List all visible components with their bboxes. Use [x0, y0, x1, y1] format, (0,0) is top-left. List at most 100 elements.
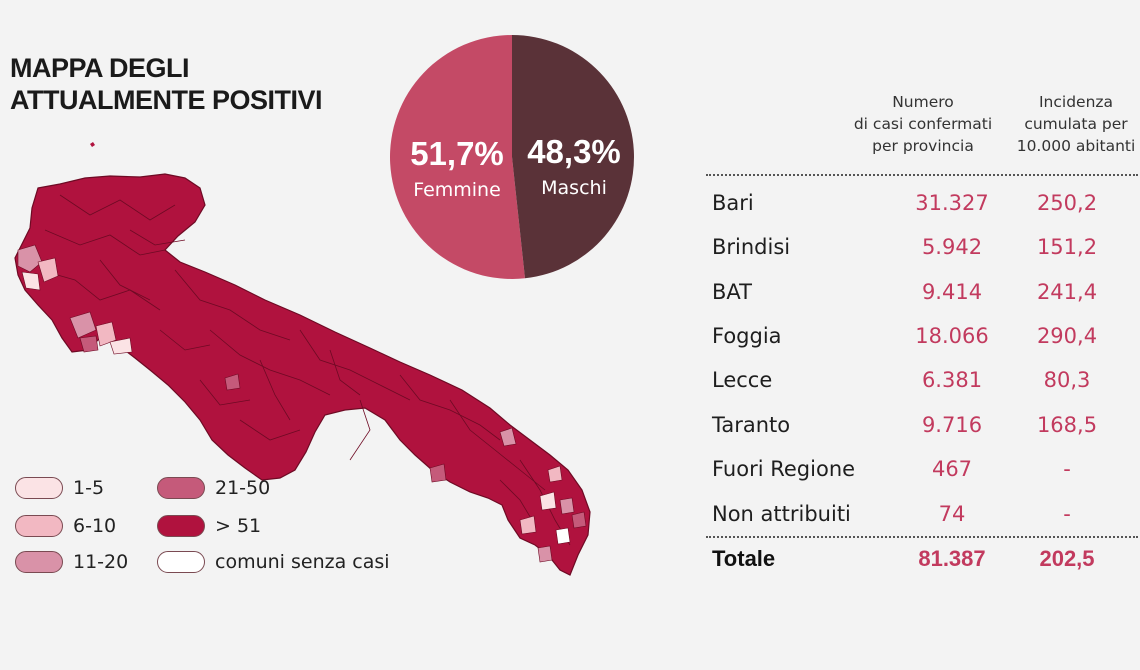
- municipality-area: [69, 311, 97, 339]
- legend-label: 1-5: [73, 477, 105, 499]
- table-row-bat: BAT 9.414 241,4: [712, 280, 1140, 310]
- cases-value: 31.327: [915, 191, 989, 215]
- municipality-border: [449, 399, 546, 491]
- total-divider: [706, 536, 1138, 538]
- map-title: MAPPA DEGLI ATTUALMENTE POSITIVI: [10, 52, 323, 116]
- province-name: Brindisi: [712, 235, 791, 259]
- legend-item-11-20: 11-20: [15, 551, 128, 573]
- municipality-area: [224, 373, 241, 391]
- table-row-lecce: Lecce 6.381 80,3: [712, 368, 1140, 398]
- municipality-area: [555, 527, 571, 545]
- municipality-area: [429, 463, 447, 483]
- male-percentage: 48,3%: [527, 133, 621, 170]
- total-incidence-value: 202,5: [1039, 546, 1095, 571]
- municipality-area: [537, 545, 553, 563]
- male-label: Maschi: [541, 177, 607, 199]
- municipality-border: [349, 399, 371, 461]
- municipality-borders: [39, 194, 571, 546]
- table-row-total: Totale 81.387 202,5: [712, 546, 1140, 576]
- municipality-area: [571, 511, 587, 529]
- table-row-taranto: Taranto 9.716 168,5: [712, 413, 1140, 443]
- municipality-border: [44, 229, 166, 256]
- legend-label: 11-20: [73, 551, 129, 573]
- legend-label: 21-50: [215, 477, 271, 499]
- cases-value: 6.381: [921, 368, 983, 392]
- cases-value: 18.066: [915, 324, 989, 348]
- incidence-value: -: [1063, 457, 1071, 481]
- pie-slice-female: [390, 35, 526, 279]
- municipality-border: [99, 259, 151, 301]
- tremiti-islands: [90, 142, 95, 147]
- municipality-border: [259, 359, 291, 421]
- header-divider: [706, 174, 1138, 176]
- province-name: Fuori Regione: [712, 457, 856, 481]
- table-row-fuori-regione: Fuori Regione 467 -: [712, 457, 1140, 487]
- municipality-border: [239, 419, 301, 441]
- female-label-group: 51,7% Femmine: [394, 135, 520, 201]
- header-incidence-line-2: cumulata per: [1024, 115, 1128, 133]
- municipality-border: [329, 349, 361, 396]
- legend-label: comuni senza casi: [215, 551, 390, 573]
- header-cases-line-3: per provincia: [872, 137, 974, 155]
- incidence-value: 250,2: [1036, 191, 1098, 215]
- municipality-border: [209, 329, 331, 396]
- municipality-border: [199, 379, 251, 406]
- cases-value: 5.942: [921, 235, 983, 259]
- header-cases-line-2: di casi confermati: [853, 115, 993, 133]
- legend-item-6-10: 6-10: [15, 515, 116, 537]
- municipality-area: [37, 257, 59, 283]
- legend-swatch: [157, 515, 205, 537]
- legend-swatch: [15, 551, 63, 573]
- legend-swatch: [157, 551, 205, 573]
- legend-item-over-51: > 51: [157, 515, 261, 537]
- cases-value: 9.716: [921, 413, 983, 437]
- incidence-value: -: [1063, 502, 1071, 526]
- incidence-value: 80,3: [1043, 368, 1091, 392]
- table-row-non-attribuiti: Non attribuiti 74 -: [712, 502, 1140, 532]
- female-label: Femmine: [413, 179, 501, 201]
- incidence-value: 168,5: [1036, 413, 1098, 437]
- legend-swatch: [157, 477, 205, 499]
- province-name: Foggia: [712, 324, 782, 348]
- incidence-value: 290,4: [1036, 324, 1098, 348]
- municipality-border: [129, 229, 186, 246]
- header-incidence-line-1: Incidenza: [1038, 93, 1114, 111]
- municipality-area: [109, 337, 133, 355]
- table-row-foggia: Foggia 18.066 290,4: [712, 324, 1140, 354]
- cases-value: 467: [931, 457, 973, 481]
- header-incidence-line-3: 10.000 abitanti: [1016, 137, 1136, 155]
- gender-pie-chart: 51,7% Femmine 48,3% Maschi: [388, 33, 636, 281]
- municipality-area: [95, 321, 117, 347]
- municipality-area: [79, 335, 99, 353]
- incidence-value: 151,2: [1036, 235, 1098, 259]
- header-incidence: Incidenza cumulata per 10.000 abitanti: [1012, 91, 1140, 157]
- puglia-map: [14, 142, 591, 576]
- municipality-border: [59, 194, 176, 221]
- municipality-area: [519, 515, 537, 535]
- legend-label: 6-10: [73, 515, 117, 537]
- municipality-area: [21, 271, 41, 291]
- municipality-border: [399, 374, 501, 441]
- pie-svg: [390, 35, 635, 279]
- male-label-group: 48,3% Maschi: [516, 133, 632, 199]
- legend-item-21-50: 21-50: [157, 477, 270, 499]
- header-cases: Numero di casi confermati per provincia: [838, 91, 1008, 157]
- pie-slice-male: [512, 35, 635, 279]
- province-name: Lecce: [712, 368, 773, 392]
- municipality-border: [499, 479, 536, 526]
- table-row-bari: Bari 31.327 250,2: [712, 191, 1140, 221]
- legend-swatch: [15, 515, 63, 537]
- header-cases-line-1: Numero: [892, 93, 954, 111]
- municipality-border: [159, 329, 211, 351]
- legend-item-no-cases: comuni senza casi: [157, 551, 390, 573]
- legend-label: > 51: [215, 515, 262, 537]
- total-cases-value: 81.387: [918, 546, 986, 571]
- province-name: Non attribuiti: [712, 502, 851, 526]
- cases-value: 9.414: [921, 280, 983, 304]
- total-label: Totale: [712, 546, 776, 571]
- municipality-border: [174, 269, 291, 341]
- title-line-2: ATTUALMENTE POSITIVI: [10, 85, 323, 115]
- cases-value: 74: [938, 502, 966, 526]
- table-row-brindisi: Brindisi 5.942 151,2: [712, 235, 1140, 265]
- province-name: BAT: [712, 280, 752, 304]
